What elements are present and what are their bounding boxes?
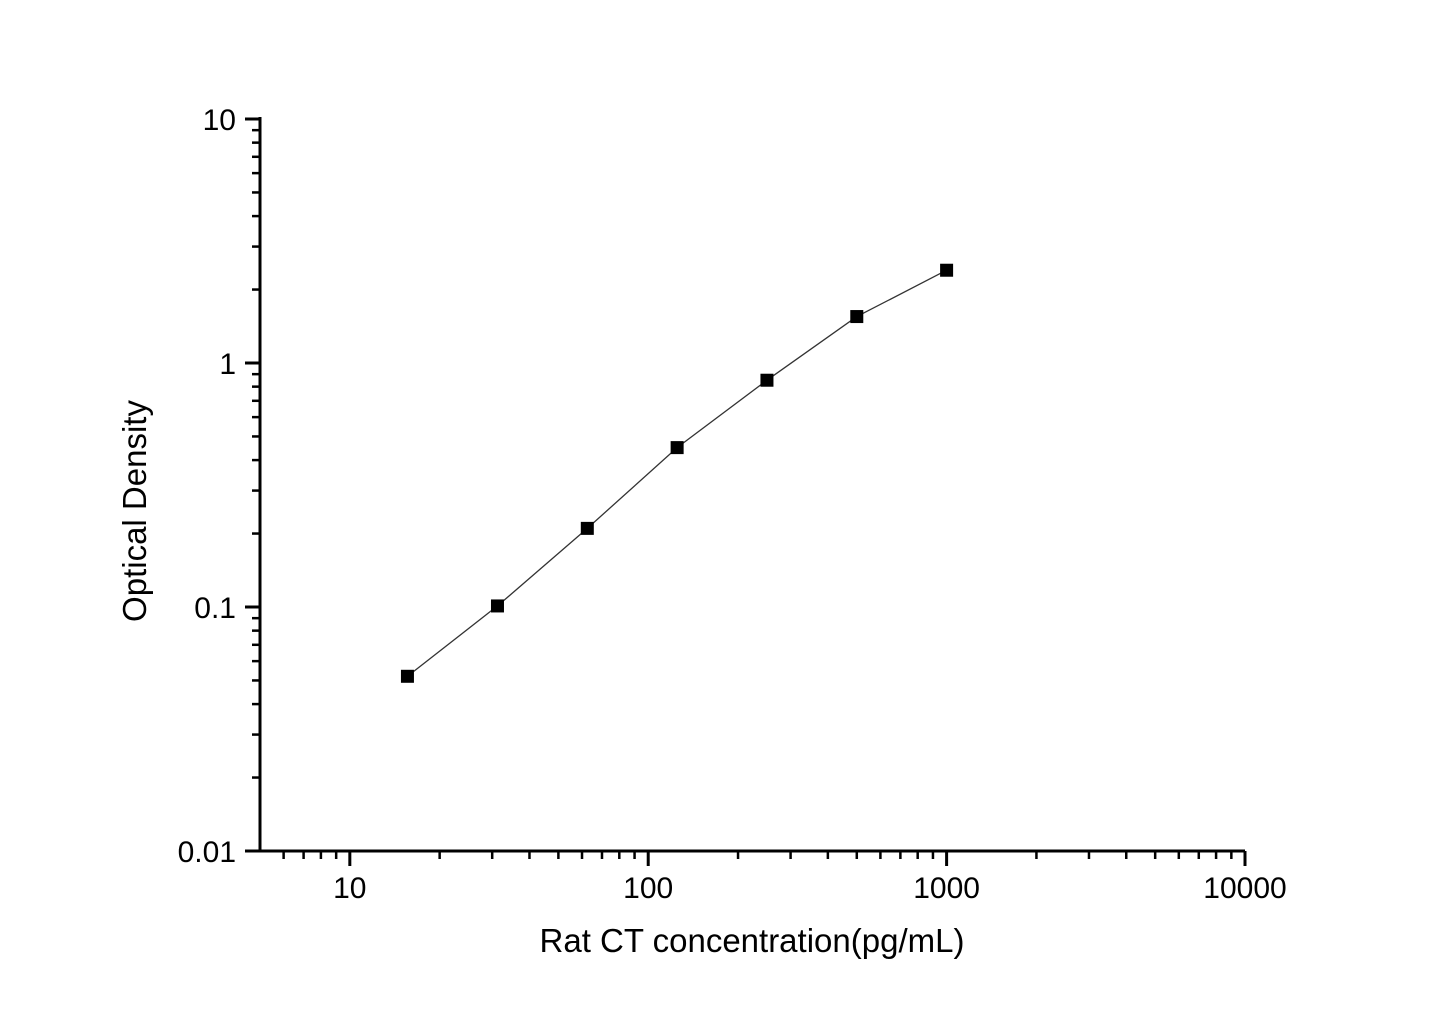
data-point xyxy=(760,373,774,387)
y-tick-label: 0.01 xyxy=(178,836,236,869)
x-axis-title: Rat CT concentration(pg/mL) xyxy=(540,922,965,959)
series xyxy=(400,263,954,683)
data-point xyxy=(490,599,504,613)
data-point xyxy=(400,669,414,683)
data-point xyxy=(670,441,684,455)
x-tick-label: 10000 xyxy=(1203,872,1286,905)
y-tick-label: 0.1 xyxy=(194,592,236,625)
x-tick-label: 100 xyxy=(623,872,673,905)
y-tick-label: 1 xyxy=(219,348,236,381)
axes: 10 100 1000 10000 0.01 0.1 1 10 xyxy=(178,104,1287,905)
series-line xyxy=(407,269,947,677)
x-tick-label: 10 xyxy=(333,872,366,905)
data-point xyxy=(580,521,594,535)
y-tick-label: 10 xyxy=(203,104,236,137)
y-axis-title: Optical Density xyxy=(116,400,153,622)
data-point xyxy=(940,263,954,277)
x-tick-label: 1000 xyxy=(913,872,980,905)
data-point xyxy=(850,310,864,324)
